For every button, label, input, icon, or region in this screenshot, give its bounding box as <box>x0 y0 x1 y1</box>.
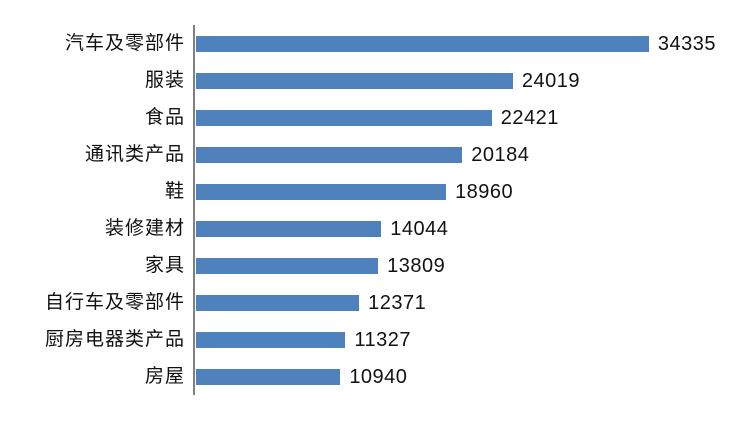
bar <box>196 257 379 274</box>
bar-zone: 24019 <box>196 62 750 99</box>
value-label: 11327 <box>354 328 412 351</box>
value-label: 10940 <box>349 365 408 388</box>
bar <box>196 109 492 126</box>
chart-row: 食品 22421 <box>0 99 750 136</box>
chart-row: 装修建材 14044 <box>0 210 750 247</box>
chart-row: 房屋 10940 <box>0 358 750 395</box>
bar <box>196 183 447 200</box>
value-label: 13809 <box>387 254 446 277</box>
category-label: 自行车及零部件 <box>44 292 185 313</box>
bar <box>196 72 513 89</box>
bar <box>196 331 346 348</box>
y-axis-line <box>193 25 195 395</box>
category-label: 家具 <box>144 255 185 276</box>
category-label: 食品 <box>144 107 185 128</box>
category-label: 装修建材 <box>104 218 185 239</box>
value-label: 12371 <box>368 291 427 314</box>
value-label: 14044 <box>390 217 449 240</box>
chart-row: 通讯类产品 20184 <box>0 136 750 173</box>
category-label: 汽车及零部件 <box>64 33 185 54</box>
category-label: 服装 <box>144 70 185 91</box>
chart-rows: 汽车及零部件 34335 服装 24019 食品 22421 通讯类产品 20184 鞋 1896… <box>0 25 750 395</box>
bar-zone: 13809 <box>196 247 750 284</box>
bar <box>196 220 382 237</box>
chart-row: 服装 24019 <box>0 62 750 99</box>
bar <box>196 294 360 311</box>
bar <box>196 368 341 385</box>
chart-row: 自行车及零部件 12371 <box>0 284 750 321</box>
category-label: 通讯类产品 <box>84 144 185 165</box>
value-label: 18960 <box>455 180 514 203</box>
value-label: 20184 <box>471 143 530 166</box>
category-label: 房屋 <box>144 366 185 387</box>
bar-zone: 20184 <box>196 136 750 173</box>
bar-zone: 11327 <box>196 321 750 358</box>
chart-row: 厨房电器类产品 11327 <box>0 321 750 358</box>
chart-row: 汽车及零部件 34335 <box>0 25 750 62</box>
category-label: 鞋 <box>164 181 185 202</box>
bar-zone: 12371 <box>196 284 750 321</box>
chart-row: 家具 13809 <box>0 247 750 284</box>
chart-row: 鞋 18960 <box>0 173 750 210</box>
bar <box>196 146 463 163</box>
bar-zone: 14044 <box>196 210 750 247</box>
bar <box>196 35 649 52</box>
value-label: 34335 <box>657 32 717 55</box>
bar-zone: 18960 <box>196 173 750 210</box>
category-label: 厨房电器类产品 <box>44 329 185 350</box>
value-label: 22421 <box>500 106 559 129</box>
bar-zone: 34335 <box>196 25 750 62</box>
value-label: 24019 <box>521 69 580 92</box>
bar-zone: 22421 <box>196 99 750 136</box>
bar-zone: 10940 <box>196 358 750 395</box>
